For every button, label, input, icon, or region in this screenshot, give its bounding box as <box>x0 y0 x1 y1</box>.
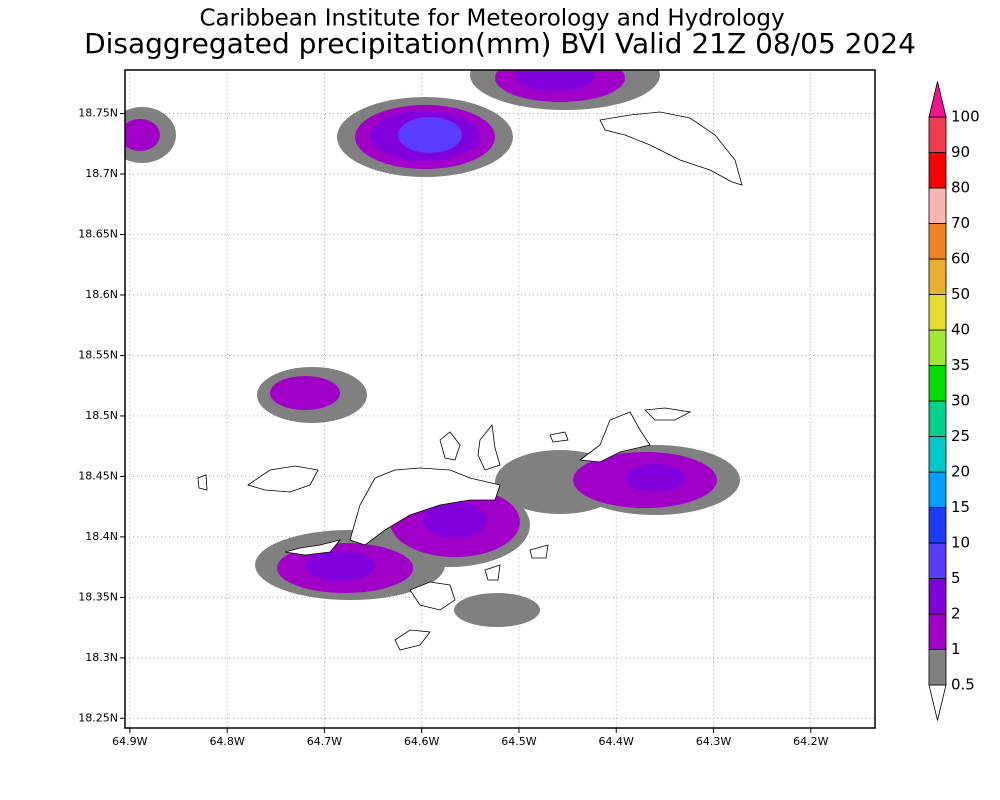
colorbar-segment <box>928 365 947 402</box>
colorbar-label: 25 <box>951 427 970 445</box>
band-5 <box>398 117 462 153</box>
colorbar-segment <box>928 116 947 153</box>
colorbar-label: 30 <box>951 392 970 410</box>
y-tick-label: 18.5N <box>85 409 118 422</box>
colorbar-label: 1 <box>951 640 961 658</box>
colorbar-segment <box>928 223 947 260</box>
y-tick-label: 18.55N <box>78 348 118 361</box>
x-tick-label: 64.6W <box>404 735 439 748</box>
x-tick-label: 64.9W <box>112 735 147 748</box>
y-tick-label: 18.75N <box>78 107 118 120</box>
title: Caribbean Institute for Meteorology and … <box>199 6 784 32</box>
colorbar-segment <box>928 613 947 650</box>
y-tick-label: 18.45N <box>78 469 118 482</box>
y-tick-label: 18.25N <box>78 711 118 724</box>
colorbar-label: 100 <box>951 108 980 126</box>
colorbar-label: 60 <box>951 250 970 268</box>
y-tick-label: 18.65N <box>78 228 118 241</box>
x-tick-label: 64.2W <box>793 735 828 748</box>
y-tick-label: 18.35N <box>78 590 118 603</box>
y-tick-label: 18.4N <box>85 530 118 543</box>
colorbar-label: 40 <box>951 321 970 339</box>
x-tick-label: 64.4W <box>599 735 634 748</box>
colorbar-label: 35 <box>951 356 970 374</box>
x-tick-label: 64.3W <box>696 735 731 748</box>
x-tick-label: 64.5W <box>501 735 536 748</box>
colorbar-segment <box>928 400 947 437</box>
colorbar-segment <box>928 542 947 579</box>
y-tick-label: 18.6N <box>85 288 118 301</box>
colorbar-segment <box>928 258 947 295</box>
colorbar-segment <box>928 578 947 615</box>
subtitle: Disaggregated precipitation(mm) BVI Vali… <box>84 27 916 60</box>
colorbar-segment <box>928 152 947 189</box>
y-tick-label: 18.3N <box>85 651 118 664</box>
coastlines <box>197 111 743 651</box>
grid <box>125 70 875 728</box>
colorbar-segment <box>928 294 947 331</box>
colorbar-label: 10 <box>951 534 970 552</box>
plot-frame <box>124 69 876 729</box>
colorbar-high <box>928 81 947 118</box>
colorbar-label: 20 <box>951 463 970 481</box>
colorbar-label: 0.5 <box>951 676 975 694</box>
colorbar-label: 5 <box>951 569 961 587</box>
colorbar-low <box>928 684 947 721</box>
colorbar-segment <box>928 507 947 544</box>
colorbar-segment <box>928 649 947 686</box>
colorbar-segment <box>928 329 947 366</box>
colorbar-label: 15 <box>951 498 970 516</box>
y-tick-label: 18.7N <box>85 167 118 180</box>
colorbar-label: 70 <box>951 214 970 232</box>
colorbar-segment <box>928 436 947 473</box>
colorbar-label: 50 <box>951 285 970 303</box>
x-tick-label: 64.8W <box>209 735 244 748</box>
colorbar-segment <box>928 471 947 508</box>
colorbar-segment <box>928 187 947 224</box>
colorbar-label: 80 <box>951 179 970 197</box>
colorbar-label: 90 <box>951 143 970 161</box>
colorbar-label: 2 <box>951 605 961 623</box>
x-tick-label: 64.7W <box>307 735 342 748</box>
